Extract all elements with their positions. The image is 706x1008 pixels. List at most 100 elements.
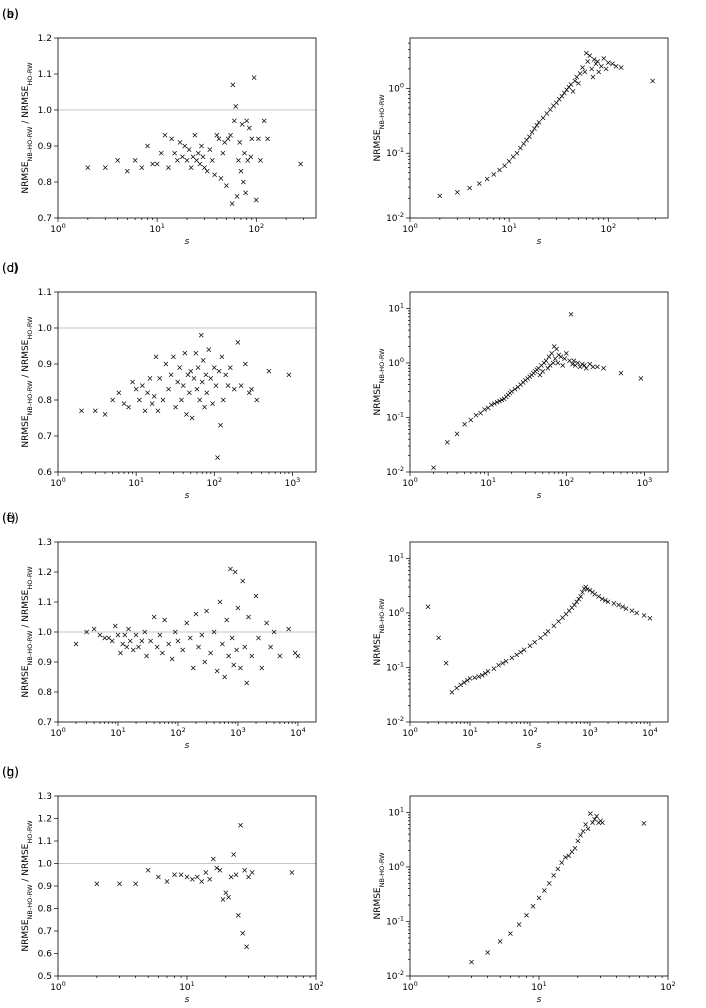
data-point	[149, 401, 155, 406]
data-point	[204, 390, 210, 396]
data-point	[484, 176, 490, 182]
data-point	[192, 132, 198, 138]
x-tick-label: 100	[50, 222, 66, 235]
data-point	[590, 364, 596, 370]
data-point	[246, 874, 251, 880]
data-point	[139, 638, 145, 644]
x-tick-label: 102	[601, 222, 617, 235]
data-point	[233, 872, 239, 878]
data-point	[603, 66, 609, 72]
data-point	[190, 154, 196, 160]
data-point	[518, 145, 523, 151]
data-point	[508, 931, 513, 936]
data-point	[587, 587, 593, 593]
data-point	[130, 379, 135, 385]
panel-label: (e)	[2, 511, 19, 525]
y-tick-label: 0.8	[38, 396, 53, 406]
x-tick-label: 100	[402, 726, 418, 739]
data-point	[564, 87, 569, 93]
data-point	[182, 143, 188, 149]
data-point	[151, 394, 157, 399]
data-point	[585, 826, 591, 832]
data-point	[556, 619, 561, 624]
data-point	[243, 361, 248, 367]
data-point	[554, 100, 559, 106]
data-point	[510, 154, 516, 160]
data-point	[581, 363, 587, 368]
x-tick-label: 102	[207, 476, 223, 489]
data-point	[605, 60, 611, 65]
data-point	[187, 390, 192, 396]
data-point	[491, 401, 497, 406]
x-tick-label: 101	[501, 222, 517, 235]
panel-label: (b)	[2, 7, 19, 21]
data-point	[145, 867, 151, 873]
data-point	[555, 866, 561, 872]
data-point	[204, 608, 209, 614]
x-tick-label: 100	[50, 726, 66, 739]
data-point	[521, 647, 527, 653]
data-point	[618, 370, 624, 376]
x-axis-label: s	[185, 995, 190, 1005]
x-axis-label: s	[537, 995, 542, 1005]
x-tick-label: 100	[50, 980, 66, 993]
data-point	[229, 635, 235, 641]
data-point	[458, 682, 464, 688]
data-point	[611, 600, 617, 606]
data-point	[172, 872, 177, 878]
data-point	[496, 662, 501, 668]
data-point	[184, 620, 190, 626]
data-point	[139, 383, 145, 388]
data-point	[618, 65, 624, 70]
data-point	[650, 78, 655, 84]
data-point	[497, 398, 502, 404]
data-point	[271, 629, 277, 635]
data-point	[112, 623, 118, 629]
data-point	[230, 82, 236, 88]
data-point	[238, 383, 244, 388]
data-point	[570, 89, 576, 94]
data-point	[172, 150, 177, 156]
data-point	[195, 365, 201, 370]
data-point	[214, 132, 220, 138]
data-point	[454, 189, 460, 195]
x-tick-label: 102	[249, 222, 265, 235]
data-point	[177, 140, 183, 145]
data-point	[549, 350, 555, 356]
y-tick-label: 10-1	[386, 410, 404, 423]
data-point	[224, 183, 229, 188]
data-point	[248, 154, 254, 160]
data-point	[559, 860, 565, 865]
data-point	[240, 179, 246, 185]
data-point	[532, 639, 538, 645]
y-axis-label: NRMSENB-HO-RW	[373, 852, 386, 920]
x-axis-label: s	[537, 237, 542, 247]
data-point	[142, 629, 148, 635]
data-point	[194, 386, 200, 392]
data-point	[214, 668, 220, 674]
data-point	[437, 193, 443, 199]
x-tick-label: 103	[230, 726, 246, 739]
data-point	[175, 379, 181, 385]
data-point	[126, 626, 131, 632]
data-point	[494, 399, 500, 405]
data-point	[124, 644, 130, 650]
y-tick-label: 0.8	[38, 688, 53, 698]
data-point	[178, 872, 184, 878]
y-tick-label: 101	[388, 301, 404, 314]
data-point	[208, 376, 214, 381]
data-point	[509, 389, 515, 394]
data-point	[598, 63, 604, 69]
data-point	[467, 676, 473, 681]
data-point	[197, 397, 203, 403]
data-point	[583, 365, 589, 371]
data-point	[596, 69, 602, 75]
data-point	[220, 397, 226, 403]
data-point	[177, 365, 182, 370]
data-point	[602, 598, 608, 603]
data-point	[506, 158, 512, 164]
data-point	[562, 854, 568, 860]
data-point	[235, 605, 241, 611]
data-point	[225, 383, 231, 388]
data-point	[124, 168, 130, 174]
